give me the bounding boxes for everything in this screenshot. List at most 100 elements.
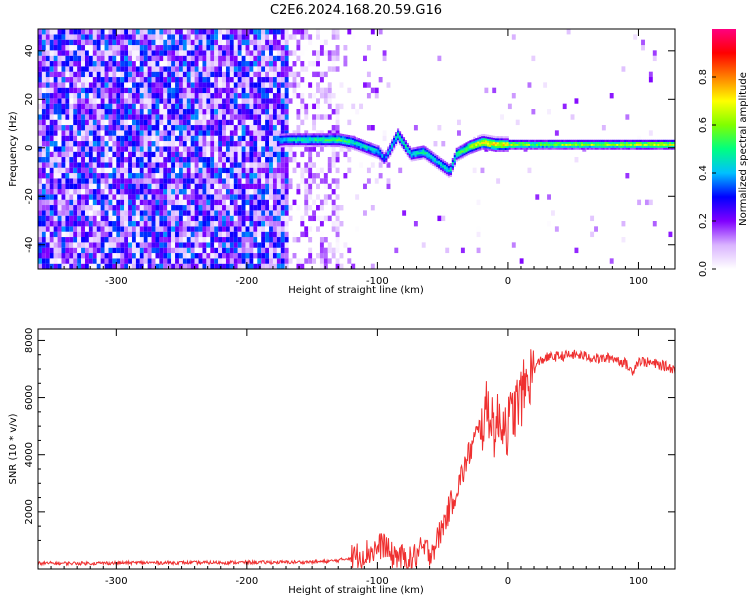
heatmap-cell (73, 77, 78, 83)
signal-cell (336, 139, 339, 142)
heatmap-cell (222, 205, 226, 211)
heatmap-cell (265, 167, 270, 174)
heatmap-cell (574, 247, 579, 254)
signal-cell (624, 141, 627, 144)
heatmap-cell (147, 141, 152, 147)
heatmap-cell (88, 167, 93, 174)
signal-cell (396, 136, 400, 139)
heatmap-cell (159, 205, 164, 211)
heatmap-cell (69, 61, 74, 67)
heatmap-cell (562, 103, 567, 110)
heatmap-cell (73, 45, 78, 51)
signal-cell (301, 137, 304, 140)
heatmap-cell (143, 82, 148, 88)
signal-cell (463, 155, 466, 158)
heatmap-cell (112, 167, 117, 174)
heatmap-cell (65, 61, 70, 67)
heatmap-cell (100, 151, 105, 158)
heatmap-cell (335, 178, 340, 184)
heatmap-cell (347, 247, 352, 254)
heatmap-cell (253, 82, 258, 88)
heatmap-cell (218, 103, 223, 110)
heatmap-cell (96, 87, 101, 94)
heatmap-cell (120, 210, 125, 216)
heatmap-cell (241, 253, 246, 259)
heatmap-cell (84, 98, 89, 104)
heatmap-cell (69, 66, 74, 72)
heatmap-cell (131, 215, 136, 222)
signal-cell (612, 143, 615, 146)
heatmap-cell (120, 93, 125, 99)
heatmap-cell (198, 167, 203, 174)
heatmap-cell (38, 183, 42, 190)
signal-cell (377, 153, 380, 156)
heatmap-cell (186, 199, 191, 206)
signal-cell (582, 139, 586, 142)
signal-cell (377, 157, 380, 160)
heatmap-cell (155, 199, 160, 206)
signal-cell (430, 150, 433, 153)
signal-cell (545, 145, 548, 148)
heatmap-cell (300, 173, 305, 179)
signal-cell (500, 147, 503, 150)
heatmap-cell (202, 237, 207, 243)
heatmap-cell (218, 151, 223, 158)
heatmap-cell (69, 173, 74, 179)
heatmap-cell (229, 98, 234, 104)
signal-cell (653, 139, 656, 142)
heatmap-cell (190, 215, 195, 222)
heatmap-cell (202, 135, 207, 142)
heatmap-cell (237, 183, 242, 190)
signal-cell (283, 137, 286, 140)
heatmap-cell (218, 61, 223, 67)
signal-cell (586, 147, 590, 150)
signal-cell (494, 147, 498, 150)
signal-cell (279, 133, 282, 136)
heatmap-cell (276, 45, 281, 51)
heatmap-cell (92, 221, 97, 227)
heatmap-cell (159, 50, 164, 56)
heatmap-cell (57, 189, 62, 195)
signal-cell (308, 137, 312, 140)
signal-cell (457, 148, 460, 151)
heatmap-cell (167, 237, 172, 243)
heatmap-cell (96, 226, 101, 232)
heatmap-cell (304, 114, 309, 120)
heatmap-cell (131, 258, 136, 264)
heatmap-cell (186, 98, 191, 104)
heatmap-cell (210, 237, 215, 243)
heatmap-cell (69, 87, 74, 94)
signal-cell (575, 143, 578, 146)
heatmap-cell (269, 183, 273, 190)
heatmap-cell (222, 162, 226, 168)
heatmap-cell (269, 93, 273, 99)
signal-cell (479, 148, 482, 151)
heatmap-cell (116, 29, 121, 35)
heatmap-cell (182, 210, 187, 216)
heatmap-cell (382, 130, 387, 136)
heatmap-cell (112, 98, 117, 104)
heatmap-cell (163, 66, 168, 72)
signal-cell (616, 147, 619, 150)
heatmap-cell (233, 263, 238, 269)
signal-cell (667, 139, 670, 142)
signal-cell (322, 141, 325, 144)
heatmap-cell (159, 157, 164, 163)
heatmap-cell (308, 183, 313, 190)
heatmap-cell (120, 29, 125, 35)
signal-cell (522, 143, 525, 146)
heatmap-cell (249, 189, 254, 195)
heatmap-cell (128, 221, 132, 227)
heatmap-cell (147, 103, 152, 110)
signal-cell (334, 142, 337, 146)
heatmap-cell (331, 55, 336, 62)
heatmap-cell (135, 114, 140, 120)
heatmap-cell (92, 61, 97, 67)
signal-cell (494, 149, 498, 152)
heatmap-cell (210, 146, 215, 152)
heatmap-cell (272, 146, 277, 152)
heatmap-cell (139, 199, 144, 206)
heatmap-cell (214, 29, 219, 35)
heatmap-cell (652, 55, 657, 62)
heatmap-cell (186, 173, 191, 179)
